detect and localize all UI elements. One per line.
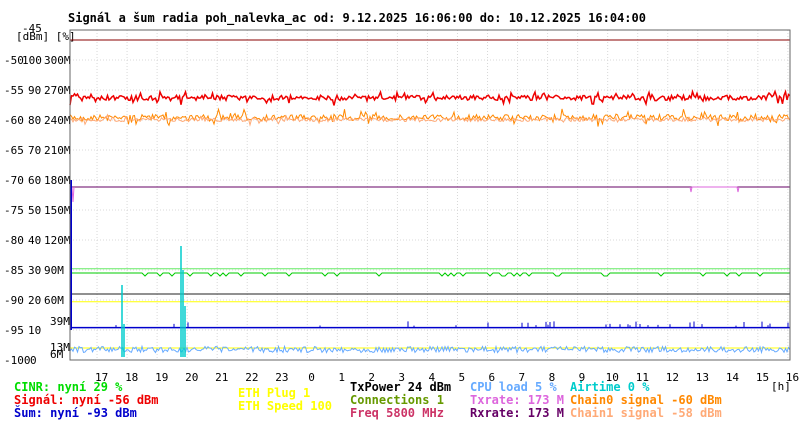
- y-tick-percent: 100: [22, 54, 42, 67]
- x-tick: 19: [155, 371, 168, 384]
- y-tick-percent: 40: [28, 234, 41, 247]
- x-tick: 22: [245, 371, 258, 384]
- plot-border: [69, 29, 791, 361]
- y-tick-rate: 300M: [44, 54, 71, 67]
- x-tick: 13: [696, 371, 709, 384]
- legend-item: ETH Plug 1: [238, 386, 310, 400]
- legend-item: Šum: nyní -93 dBm: [14, 405, 137, 420]
- x-tick: 3: [398, 371, 405, 384]
- y-tick-dbm: -100: [4, 354, 31, 367]
- legend-item: TxPower 24 dBm: [350, 380, 451, 394]
- y-tick-dbm: -75: [4, 204, 24, 217]
- x-tick: 9: [579, 371, 586, 384]
- y-tick-percent: 0: [30, 354, 37, 367]
- x-tick: 23: [275, 371, 288, 384]
- y-tick-rate: 180M: [44, 174, 71, 187]
- y-tick-rate: 120M: [44, 234, 71, 247]
- x-tick: 5: [458, 371, 465, 384]
- x-tick: 7: [519, 371, 526, 384]
- series-cinr-line: [70, 272, 790, 277]
- x-tick: 10: [606, 371, 619, 384]
- x-tick: 0: [308, 371, 315, 384]
- y-label-rate-extra: 13M: [50, 341, 70, 354]
- y-tick-rate: 210M: [44, 144, 71, 157]
- y-tick-rate: 90M: [44, 264, 64, 277]
- x-axis-unit: [h]: [771, 380, 791, 393]
- x-tick: 18: [125, 371, 138, 384]
- txrate-dips: [689, 186, 740, 193]
- y-tick-rate: 270M: [44, 84, 71, 97]
- series-chain1-line: [69, 113, 791, 127]
- x-tick: 8: [549, 371, 556, 384]
- y-tick-dbm: -55: [4, 84, 24, 97]
- y-tick-percent: 60: [28, 174, 41, 187]
- legend-item: ETH Speed 100: [238, 399, 332, 413]
- x-tick: 17: [95, 371, 108, 384]
- legend-item: Chain0 signal -60 dBm: [570, 393, 722, 407]
- legend-item: CINR: nyní 29 %: [14, 380, 123, 394]
- x-tick: 15: [756, 371, 769, 384]
- y-axis-units: [dBm] [%]: [16, 30, 76, 43]
- x-tick: 11: [636, 371, 649, 384]
- series-cpu-load-line: [69, 344, 791, 355]
- legend-item: Chain1 signal -58 dBm: [570, 406, 722, 420]
- plot-area: [70, 30, 790, 360]
- y-tick-percent: 10: [28, 324, 41, 337]
- y-tick-percent: 70: [28, 144, 41, 157]
- x-tick: 21: [215, 371, 228, 384]
- y-tick-dbm: -90: [4, 294, 24, 307]
- y-tick-rate: 60M: [44, 294, 64, 307]
- y-tick-percent: 80: [28, 114, 41, 127]
- y-tick-percent: 20: [28, 294, 41, 307]
- y-tick-dbm: -70: [4, 174, 24, 187]
- legend-item: Connections 1: [350, 393, 444, 407]
- legend-item: CPU load 5 %: [470, 380, 557, 394]
- x-tick: 12: [666, 371, 679, 384]
- y-tick-percent: 90: [28, 84, 41, 97]
- x-tick: 6: [489, 371, 496, 384]
- series-signal-line: [69, 89, 791, 107]
- x-tick: 1: [338, 371, 345, 384]
- y-tick-dbm: -95: [4, 324, 24, 337]
- x-tick: 4: [428, 371, 435, 384]
- x-tick: 20: [185, 371, 198, 384]
- x-tick: 16: [786, 371, 799, 384]
- y-tick-dbm: -85: [4, 264, 24, 277]
- y-tick-dbm: -45: [22, 22, 42, 35]
- legend-item: Rxrate: 173 M: [470, 406, 564, 420]
- x-tick: 14: [726, 371, 740, 384]
- legend-item: Txrate: 173 M: [470, 393, 564, 407]
- y-tick-rate: 240M: [44, 114, 71, 127]
- txrate-start-dip: [71, 186, 75, 203]
- y-tick-percent: 30: [28, 264, 41, 277]
- y-tick-percent: 50: [28, 204, 41, 217]
- legend-item: Airtime 0 %: [570, 380, 650, 394]
- y-label-rate-extra: 39M: [50, 315, 70, 328]
- y-tick-dbm: -60: [4, 114, 24, 127]
- y-tick-rate: 150M: [44, 204, 71, 217]
- y-label-rate-extra: 6M: [50, 348, 64, 361]
- y-tick-dbm: -65: [4, 144, 24, 157]
- chart-title: Signál a šum radia poh_nalevka_ac od: 9.…: [68, 11, 646, 26]
- y-tick-dbm: -50: [4, 54, 24, 67]
- legend-item: Freq 5800 MHz: [350, 406, 444, 420]
- y-tick-dbm: -80: [4, 234, 24, 247]
- x-tick: 2: [368, 371, 375, 384]
- legend-item: Signál: nyní -56 dBm: [14, 393, 159, 407]
